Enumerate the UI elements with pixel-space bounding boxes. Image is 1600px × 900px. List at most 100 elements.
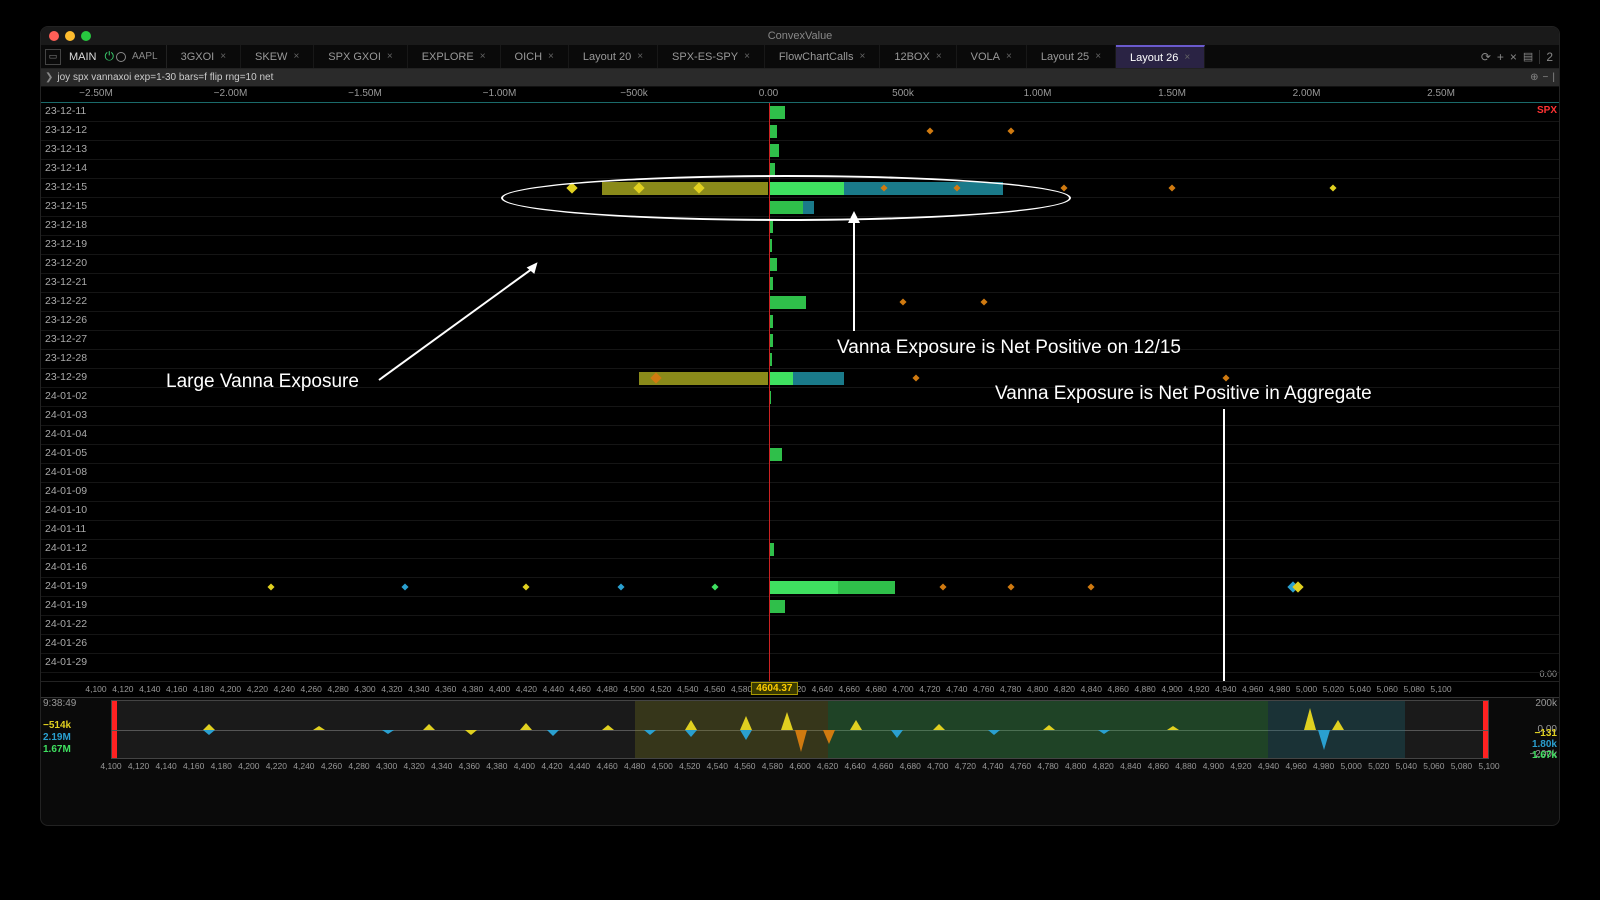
save-icon[interactable]: ▤ [1523,50,1533,63]
summary-value: 2.19M [43,732,76,744]
triangle-marker-icon [823,730,835,744]
date-row[interactable]: 23-12-19 [41,236,1559,255]
tab-spx-es-spy[interactable]: SPX-ES-SPY× [658,45,765,68]
close-icon[interactable]: × [637,51,643,62]
date-row[interactable]: 24-01-22 [41,616,1559,635]
close-icon[interactable]: × [1095,51,1101,62]
summary-value: −514k [43,720,76,732]
record-icon[interactable] [116,52,126,62]
date-row[interactable]: 23-12-12 [41,122,1559,141]
main-chart-grid[interactable]: SPX Large Vanna Exposure Vanna Exposure … [41,103,1559,681]
date-row[interactable]: 24-01-03 [41,407,1559,426]
close-icon[interactable]: × [1006,51,1012,62]
exposure-bar [769,106,785,119]
tab-layout-20[interactable]: Layout 20× [569,45,658,68]
date-row[interactable]: 24-01-04 [41,426,1559,445]
strike-tick: 4,580 [762,761,783,771]
strike-tick: 4,620 [817,761,838,771]
date-row[interactable]: 24-01-26 [41,635,1559,654]
strike-tick: 4,180 [211,761,232,771]
refresh-icon[interactable]: ⟳ [1481,50,1491,64]
summary-value: 1.80k [1532,739,1557,750]
row-date-label: 24-01-05 [45,447,87,459]
add-tab-icon[interactable]: + [1497,50,1504,64]
close-icon[interactable]: × [860,51,866,62]
tab-3gxoi[interactable]: 3GXOI× [167,45,241,68]
main-button[interactable]: MAIN [63,51,103,63]
strike-tick: 4,520 [679,761,700,771]
date-row[interactable]: 23-12-21 [41,274,1559,293]
annotation-arrow-2 [853,221,855,331]
strike-tick: 4,460 [596,761,617,771]
close-icon[interactable]: × [1184,52,1190,63]
date-row[interactable]: 24-01-05 [41,445,1559,464]
strike-tick: 5,080 [1451,761,1472,771]
date-row[interactable]: 23-12-28 [41,350,1559,369]
tab-vola[interactable]: VOLA× [957,45,1027,68]
close-icon[interactable]: × [220,51,226,62]
bottom-aggregate-panel[interactable]: 9:38:49 −514k2.19M1.67M 200k0.00−200k−13… [41,697,1559,773]
settings-icon[interactable]: ⊕ [1530,72,1538,83]
annotation-text-1: Large Vanna Exposure [166,371,359,393]
close-icon[interactable]: × [387,51,393,62]
minus-icon[interactable]: − [1543,72,1549,83]
strike-tick: 4,660 [872,761,893,771]
tab-skew[interactable]: SKEW× [241,45,314,68]
row-date-label: 23-12-21 [45,276,87,288]
close-tab-icon[interactable]: × [1510,50,1517,64]
divider-icon: | [1552,72,1555,83]
date-row[interactable]: 23-12-11 [41,103,1559,122]
tab-flowchartcalls[interactable]: FlowChartCalls× [765,45,880,68]
date-row[interactable]: 23-12-22 [41,293,1559,312]
strike-axis-top: 4,1004,1204,1404,1604,1804,2004,2204,240… [41,681,1559,697]
triangle-marker-icon [423,724,435,730]
annotation-text-2: Vanna Exposure is Net Positive on 12/15 [837,337,1181,359]
annotation-ellipse [501,175,1071,221]
strike-tick: 4,840 [1081,684,1102,694]
tab-spx-gxoi[interactable]: SPX GXOI× [314,45,407,68]
tab-layout-26[interactable]: Layout 26× [1116,45,1205,68]
titlebar: ConvexValue [41,27,1559,45]
row-date-label: 23-12-28 [45,352,87,364]
strike-tick: 5,000 [1341,761,1362,771]
date-row[interactable]: 24-01-19 [41,578,1559,597]
close-icon[interactable]: × [936,51,942,62]
diamond-marker-icon [1007,583,1014,590]
date-row[interactable]: 24-01-09 [41,483,1559,502]
strike-tick: 4,180 [193,684,214,694]
tab-oich[interactable]: OICH× [501,45,569,68]
date-row[interactable]: 24-01-16 [41,559,1559,578]
layout-toggle-button[interactable]: ▭ [45,49,61,65]
triangle-marker-icon [781,712,793,730]
close-icon[interactable]: × [480,51,486,62]
date-row[interactable]: 23-12-26 [41,312,1559,331]
strike-tick: 5,040 [1350,684,1371,694]
date-row[interactable]: 24-01-11 [41,521,1559,540]
power-icon[interactable]: ⏻ [105,49,115,64]
strike-tick: 4,700 [892,684,913,694]
tab-explore[interactable]: EXPLORE× [408,45,501,68]
row-date-label: 24-01-19 [45,599,87,611]
row-date-label: 24-01-10 [45,504,87,516]
close-icon[interactable]: × [293,51,299,62]
strike-tick: 4,220 [266,761,287,771]
close-icon[interactable]: × [744,51,750,62]
date-row[interactable]: 24-01-10 [41,502,1559,521]
date-row[interactable]: 24-01-19 [41,597,1559,616]
diamond-marker-icon [1222,374,1229,381]
tab-layout-25[interactable]: Layout 25× [1027,45,1116,68]
close-icon[interactable]: × [548,51,554,62]
axis-tick: 500k [892,88,914,99]
strike-tick: 4,980 [1269,684,1290,694]
triangle-marker-icon [1318,730,1330,750]
timestamp: 9:38:49 [43,698,76,710]
tab-12box[interactable]: 12BOX× [880,45,956,68]
date-row[interactable]: 24-01-08 [41,464,1559,483]
date-row[interactable]: 23-12-27 [41,331,1559,350]
command-input[interactable]: joy spx vannaxoi exp=1-30 bars=f flip rn… [57,72,1526,83]
date-row[interactable]: 24-01-29 [41,654,1559,673]
date-row[interactable]: 23-12-13 [41,141,1559,160]
strike-tick: 4,820 [1093,761,1114,771]
date-row[interactable]: 23-12-20 [41,255,1559,274]
date-row[interactable]: 24-01-12 [41,540,1559,559]
